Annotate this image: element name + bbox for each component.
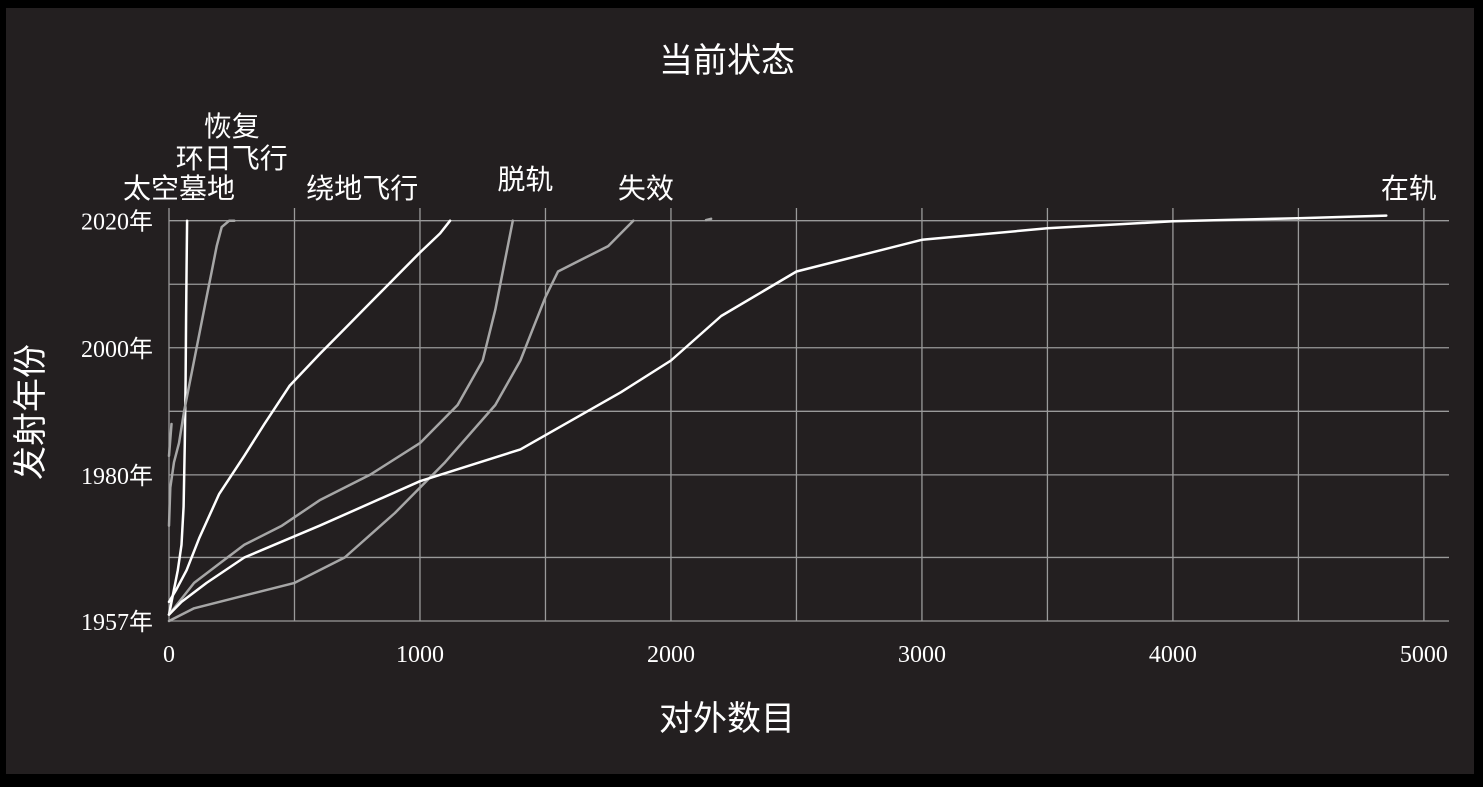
series-label: 失效 xyxy=(618,173,674,205)
x-tick-label: 5000 xyxy=(1400,642,1448,668)
series-label: 环日飞行 xyxy=(176,143,288,175)
chart-title: 当前状态 xyxy=(659,42,795,80)
chart-background xyxy=(6,8,1474,774)
series-line xyxy=(167,219,189,616)
x-tick-label: 1000 xyxy=(396,642,444,668)
series-lines xyxy=(167,214,1388,623)
y-tick-label: 1980年 xyxy=(81,463,153,490)
series-line xyxy=(167,219,635,623)
y-tick-label: 2000年 xyxy=(81,336,153,363)
grid xyxy=(168,208,1449,622)
x-tick-label: 4000 xyxy=(1149,642,1197,668)
line-chart: 0 1000 2000 3000 4000 5000 1957年 1980年 2000年 2020… xyxy=(6,8,1474,774)
x-tick-label: 2000 xyxy=(647,642,695,668)
series-line xyxy=(167,214,1388,616)
x-tick-label: 3000 xyxy=(898,642,946,668)
series-line xyxy=(704,217,713,222)
series-line xyxy=(167,422,173,458)
tick-labels: 0 1000 2000 3000 4000 5000 1957年 1980年 2000年 2020… xyxy=(81,209,1448,668)
chart-frame: 0 1000 2000 3000 4000 5000 1957年 1980年 2000年 2020… xyxy=(6,8,1474,774)
series-label: 绕地飞行 xyxy=(306,173,418,205)
series-label: 在轨 xyxy=(1381,173,1437,205)
y-tick-label: 2020年 xyxy=(81,209,153,236)
series-line xyxy=(167,219,236,527)
x-tick-label: 0 xyxy=(163,642,175,668)
y-tick-label: 1957年 xyxy=(81,609,153,636)
series-label: 恢复 xyxy=(204,111,260,143)
series-line xyxy=(167,219,515,616)
x-axis-title: 对外数目 xyxy=(659,700,795,738)
series-label: 脱轨 xyxy=(497,164,553,196)
y-axis-title: 发射年份 xyxy=(12,344,50,480)
series-label: 太空墓地 xyxy=(123,173,235,205)
series-line xyxy=(167,219,452,604)
